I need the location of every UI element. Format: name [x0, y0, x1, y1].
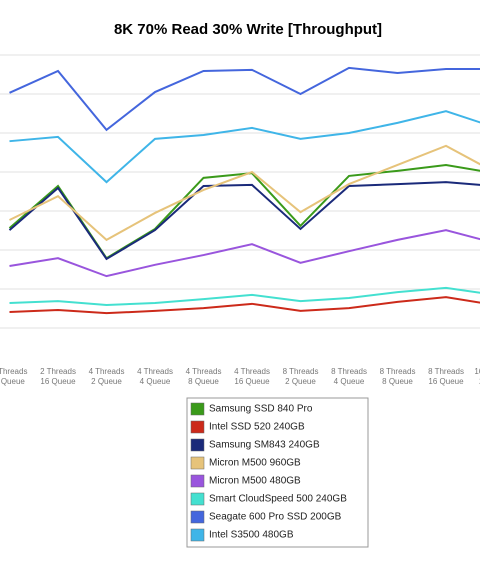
x-tick-label: 8 Queue [188, 377, 219, 386]
x-tick-label: 2 Threads [0, 367, 27, 376]
x-tick-label: 2 Queue [91, 377, 122, 386]
x-tick-label: 2 Queue [285, 377, 316, 386]
legend-label: Intel SSD 520 240GB [209, 422, 305, 433]
x-tick-label: 4 Threads [186, 367, 222, 376]
legend-label: Seagate 600 Pro SSD 200GB [209, 512, 342, 523]
legend-swatch [190, 438, 205, 452]
chart-title: 8K 70% Read 30% Write [Throughput] [114, 21, 382, 38]
x-tick-label: 8 Threads [331, 367, 367, 376]
series-line [9, 229, 480, 278]
legend-swatch [190, 456, 205, 470]
x-tick-label: 16 Threads [474, 367, 480, 376]
x-tick-label: 8 Threads [380, 367, 416, 376]
x-tick-label: 4 Queue [140, 377, 171, 386]
legend-label: Micron M500 480GB [209, 476, 301, 487]
legend-label: Smart CloudSpeed 500 240GB [209, 494, 347, 505]
legend-swatch [190, 402, 205, 416]
x-tick-label: 8 Threads [428, 367, 464, 376]
x-tick-label: 8 Queue [382, 377, 413, 386]
legend-label: Intel S3500 480GB [209, 530, 294, 541]
series-line [9, 110, 480, 184]
series-line [9, 286, 480, 306]
legend-label: Samsung SM843 240GB [209, 440, 320, 451]
legend-label: Micron M500 960GB [209, 458, 301, 469]
series-line [9, 296, 480, 315]
x-tick-label: 8 Queue [0, 377, 25, 386]
series-line [8, 181, 480, 261]
legend-label: Samsung SSD 840 Pro [209, 404, 313, 415]
x-tick-label: 4 Threads [137, 367, 173, 376]
series-line [9, 144, 480, 242]
legend-swatch [190, 420, 205, 434]
x-tick-label: 16 Queue [428, 377, 464, 386]
x-tick-label: 2 Threads [40, 367, 76, 376]
legend-box [186, 397, 369, 548]
x-tick-label: 8 Threads [283, 367, 319, 376]
x-tick-label: 4 Threads [234, 367, 270, 376]
x-tick-label: 4 Queue [334, 377, 365, 386]
x-tick-label: 16 Queue [40, 377, 76, 386]
legend-swatch [190, 528, 205, 542]
legend-swatch [190, 510, 205, 524]
legend-swatch [190, 474, 205, 488]
series-line [8, 163, 480, 260]
x-tick-label: 4 Threads [89, 367, 125, 376]
x-tick-label: 16 Queue [234, 377, 270, 386]
legend-swatch [190, 492, 205, 506]
series-line [9, 66, 480, 132]
